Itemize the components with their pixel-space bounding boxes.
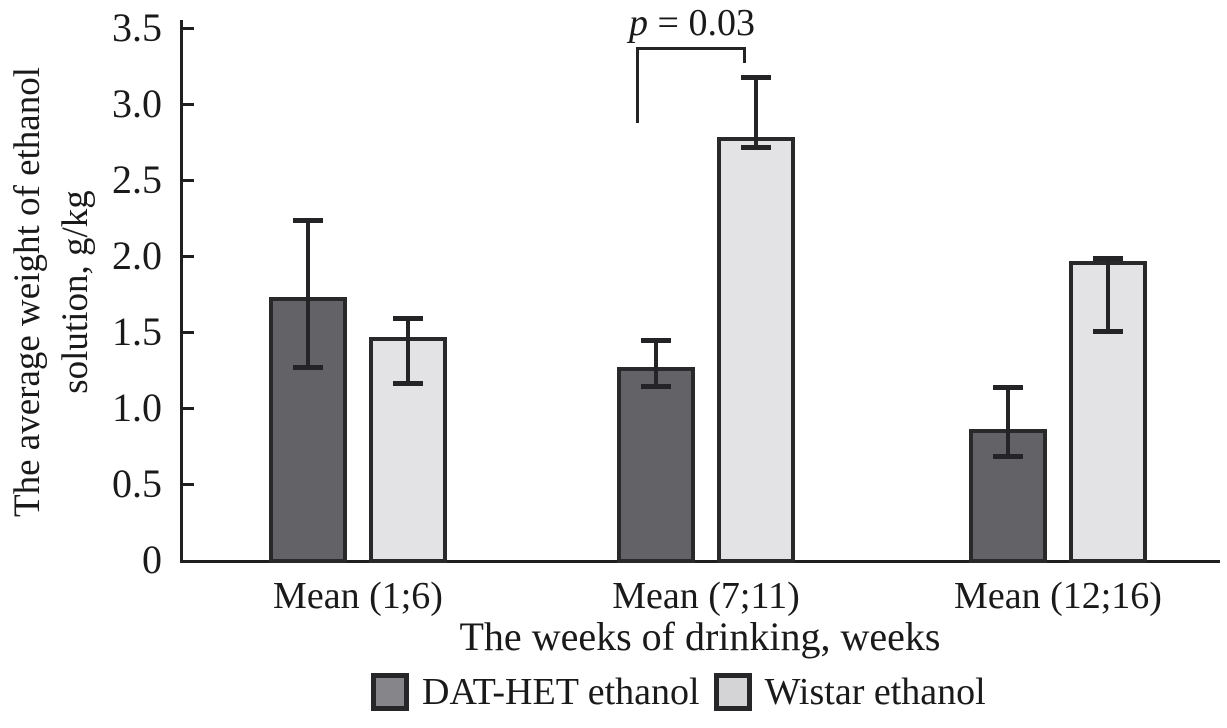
legend-label: Wistar ethanol: [764, 671, 986, 713]
y-tick-label: 3.5: [112, 5, 162, 50]
x-category-label: Mean (12;16): [954, 575, 1162, 617]
error-bar-cap-bottom: [293, 365, 323, 371]
y-tick-label: 0: [142, 537, 162, 582]
error-bar-line: [1006, 386, 1010, 457]
error-bar-line: [1106, 257, 1110, 332]
y-tick-mark: [180, 483, 194, 486]
y-tick-mark: [180, 331, 194, 334]
significance-bracket-right-leg: [743, 47, 746, 63]
error-bar-cap-top: [641, 337, 671, 343]
y-axis-title: The average weight of ethanol solution, …: [4, 67, 100, 517]
bar-wistar-group2: [717, 137, 795, 563]
x-category-label: Mean (1;6): [273, 575, 443, 617]
x-axis-line: [180, 560, 1220, 563]
error-bar-cap-top: [293, 217, 323, 223]
y-tick-mark: [180, 103, 194, 106]
y-axis-title-line2: solution, g/kg: [55, 190, 96, 394]
error-bar-cap-bottom: [741, 145, 771, 151]
bar-wistar-group1: [369, 336, 447, 563]
y-tick-mark: [180, 27, 194, 30]
error-bar-cap-top: [993, 384, 1023, 390]
error-bar-cap-top: [393, 316, 423, 322]
x-axis-title: The weeks of drinking, weeks: [459, 614, 941, 659]
error-bar-line: [306, 219, 310, 369]
error-bar-cap-top: [741, 74, 771, 80]
significance-bracket-top: [636, 47, 746, 50]
y-tick-label: 3.0: [112, 81, 162, 126]
x-category-label: Mean (7;11): [612, 575, 800, 617]
error-bar-cap-bottom: [993, 453, 1023, 459]
y-tick-label: 2.0: [112, 233, 162, 278]
y-tick-mark: [180, 179, 194, 182]
bar-wistar-group3: [1069, 260, 1147, 563]
error-bar-cap-bottom: [393, 380, 423, 386]
error-bar-line: [654, 339, 658, 387]
y-tick-mark: [180, 255, 194, 258]
error-bar-cap-bottom: [641, 383, 671, 389]
legend: DAT-HET ethanol Wistar ethanol: [371, 671, 986, 713]
bar-dat-het-group2: [617, 366, 695, 563]
y-tick-mark: [180, 407, 194, 410]
error-bar-line: [406, 318, 410, 384]
significance-bracket-left-leg: [636, 47, 639, 123]
y-axis-line: [180, 20, 183, 563]
legend-label: DAT-HET ethanol: [422, 671, 700, 713]
y-tick-label: 2.5: [112, 157, 162, 202]
y-tick-label: 1.5: [112, 309, 162, 354]
y-tick-label: 1.0: [112, 385, 162, 430]
legend-swatch-icon: [371, 673, 409, 711]
legend-item: Wistar ethanol: [713, 671, 986, 713]
error-bar-line: [754, 76, 758, 149]
y-tick-label: 0.5: [112, 461, 162, 506]
p-value-label: p = 0.03: [542, 2, 842, 44]
legend-swatch-icon: [713, 673, 752, 711]
error-bar-cap-bottom: [1093, 329, 1123, 334]
p-value-text: = 0.03: [648, 2, 755, 44]
error-bar-cap-top: [1093, 255, 1123, 261]
legend-item: DAT-HET ethanol: [371, 671, 700, 713]
p-value-symbol: p: [629, 2, 649, 44]
y-axis-title-line1: The average weight of ethanol: [7, 67, 48, 517]
